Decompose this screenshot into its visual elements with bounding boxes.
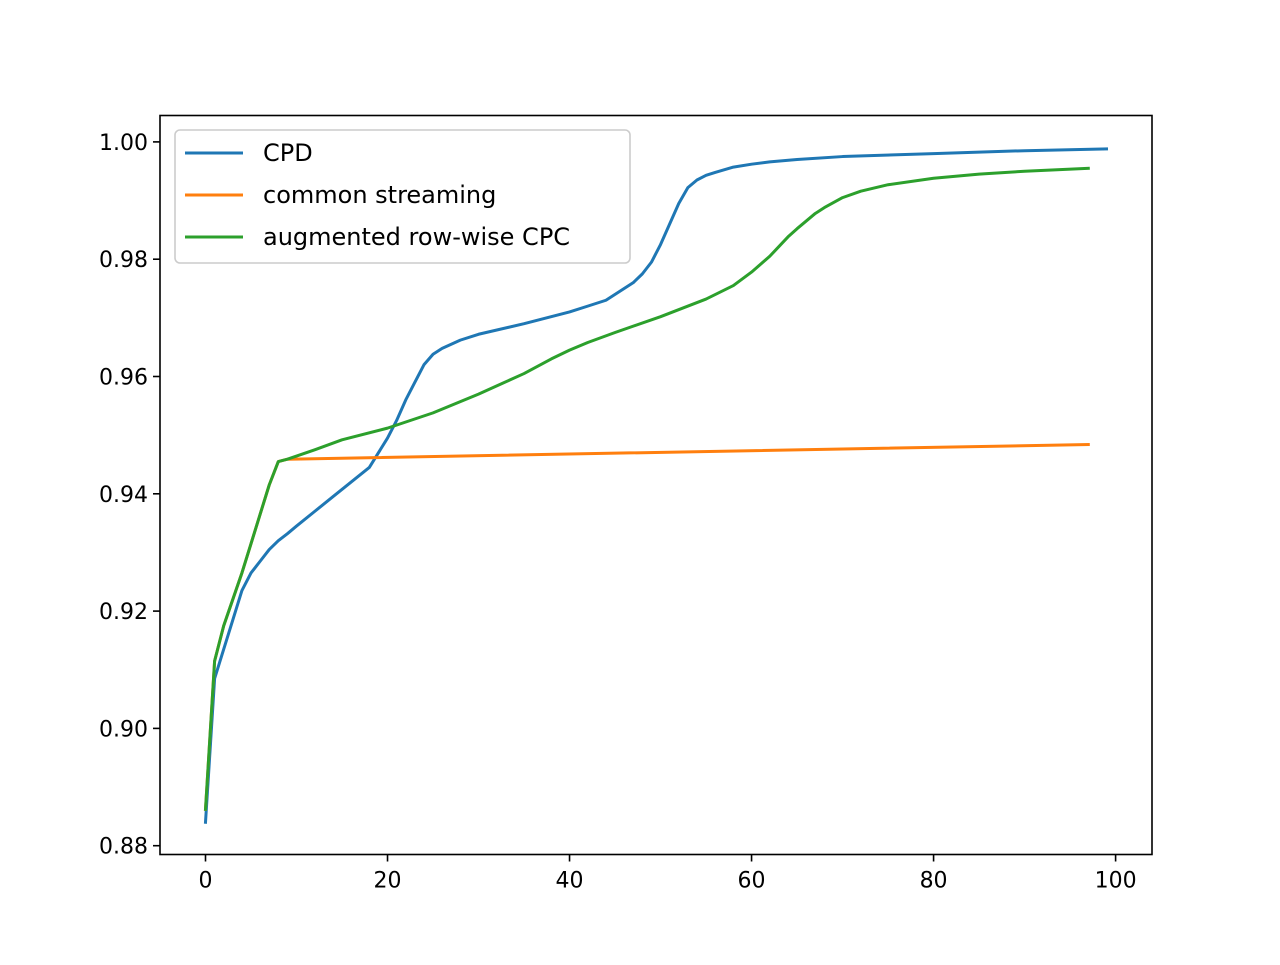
y-tick-label: 0.88 xyxy=(99,835,148,860)
y-axis: 0.88 0.90 0.92 0.94 0.96 0.98 1.00 xyxy=(99,131,160,860)
legend-label-1: common streaming xyxy=(263,181,496,209)
y-tick-label: 0.92 xyxy=(99,600,148,625)
y-tick-label: 0.98 xyxy=(99,248,148,273)
legend-label-2: augmented row-wise CPC xyxy=(263,223,570,251)
legend: CPD common streaming augmented row-wise CP… xyxy=(174,129,631,264)
series-lines xyxy=(203,147,1109,824)
x-tick-label: 20 xyxy=(374,869,402,894)
y-tick-label: 0.90 xyxy=(99,717,148,742)
y-tick-label: 0.96 xyxy=(99,365,148,390)
x-tick-label: 0 xyxy=(199,869,213,894)
legend-box xyxy=(174,129,631,264)
x-tick-label: 80 xyxy=(920,869,948,894)
x-tick-label: 100 xyxy=(1095,869,1137,894)
series-line-2 xyxy=(203,166,1090,811)
x-axis: 0 20 40 60 80 100 xyxy=(199,854,1137,894)
plot-frame xyxy=(159,114,1153,856)
x-tick-label: 60 xyxy=(738,869,766,894)
legend-label-0: CPD xyxy=(263,139,313,167)
y-tick-label: 0.94 xyxy=(99,483,148,508)
x-tick-label: 40 xyxy=(556,869,584,894)
series-line-1 xyxy=(203,443,1090,811)
series-line-0 xyxy=(203,147,1109,824)
y-tick-label: 1.00 xyxy=(99,131,148,156)
